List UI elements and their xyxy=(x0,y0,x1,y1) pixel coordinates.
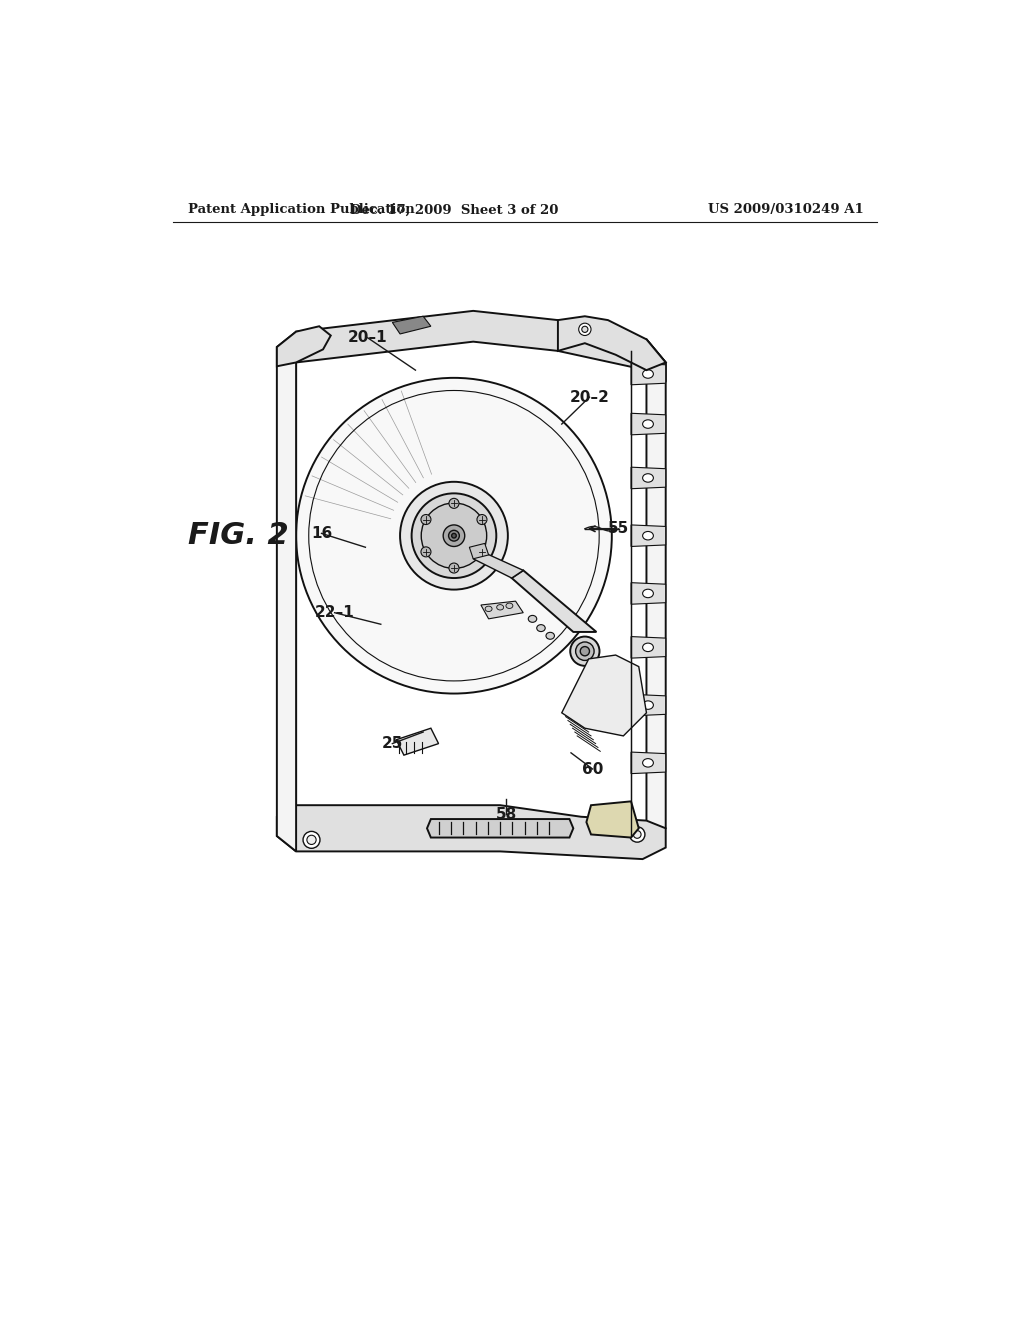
Text: 58: 58 xyxy=(496,807,517,822)
Polygon shape xyxy=(427,818,573,838)
Ellipse shape xyxy=(581,647,590,656)
Polygon shape xyxy=(631,525,666,546)
Polygon shape xyxy=(631,582,666,605)
Polygon shape xyxy=(631,363,666,385)
Ellipse shape xyxy=(643,759,653,767)
Text: FIG. 2: FIG. 2 xyxy=(188,521,289,550)
Ellipse shape xyxy=(443,525,465,546)
Ellipse shape xyxy=(497,605,504,610)
Polygon shape xyxy=(481,601,523,619)
Polygon shape xyxy=(276,326,331,367)
Ellipse shape xyxy=(528,615,537,622)
Text: 16: 16 xyxy=(311,525,332,541)
Ellipse shape xyxy=(643,701,653,709)
Ellipse shape xyxy=(643,420,653,428)
Ellipse shape xyxy=(421,546,431,557)
Polygon shape xyxy=(587,801,639,838)
Ellipse shape xyxy=(485,606,493,611)
Ellipse shape xyxy=(421,503,486,569)
Polygon shape xyxy=(631,413,666,434)
Text: 55: 55 xyxy=(608,521,630,536)
Ellipse shape xyxy=(309,391,599,681)
Ellipse shape xyxy=(570,636,599,665)
Polygon shape xyxy=(276,331,296,851)
Ellipse shape xyxy=(449,499,459,508)
Ellipse shape xyxy=(643,474,653,482)
Text: US 2009/0310249 A1: US 2009/0310249 A1 xyxy=(708,203,864,216)
Polygon shape xyxy=(396,729,438,755)
Ellipse shape xyxy=(575,642,594,660)
Polygon shape xyxy=(392,317,431,334)
Ellipse shape xyxy=(449,564,459,573)
Ellipse shape xyxy=(634,830,641,838)
Polygon shape xyxy=(276,805,666,859)
Ellipse shape xyxy=(582,326,588,333)
Text: Patent Application Publication: Patent Application Publication xyxy=(188,203,415,216)
Text: 20–1: 20–1 xyxy=(348,330,387,346)
Polygon shape xyxy=(646,339,666,847)
Polygon shape xyxy=(473,552,523,578)
Ellipse shape xyxy=(643,370,653,379)
Ellipse shape xyxy=(400,482,508,590)
Ellipse shape xyxy=(579,323,591,335)
Ellipse shape xyxy=(506,603,513,609)
Text: 60: 60 xyxy=(582,762,603,776)
Ellipse shape xyxy=(546,632,554,639)
Ellipse shape xyxy=(452,533,457,539)
Ellipse shape xyxy=(630,826,645,842)
Ellipse shape xyxy=(303,832,319,849)
Polygon shape xyxy=(296,312,666,381)
Polygon shape xyxy=(469,544,488,558)
Ellipse shape xyxy=(477,515,487,524)
Polygon shape xyxy=(631,752,666,774)
Polygon shape xyxy=(631,694,666,715)
Ellipse shape xyxy=(307,836,316,845)
Ellipse shape xyxy=(537,624,545,631)
Ellipse shape xyxy=(296,378,611,693)
Polygon shape xyxy=(562,655,646,737)
Polygon shape xyxy=(631,636,666,659)
Ellipse shape xyxy=(643,589,653,598)
Polygon shape xyxy=(512,570,596,632)
Text: 25: 25 xyxy=(382,737,403,751)
Ellipse shape xyxy=(421,515,431,524)
Polygon shape xyxy=(631,467,666,488)
Ellipse shape xyxy=(449,531,460,541)
Ellipse shape xyxy=(412,494,497,578)
Polygon shape xyxy=(558,317,666,370)
Text: Dec. 17, 2009  Sheet 3 of 20: Dec. 17, 2009 Sheet 3 of 20 xyxy=(350,203,558,216)
Ellipse shape xyxy=(477,546,487,557)
Ellipse shape xyxy=(643,532,653,540)
Ellipse shape xyxy=(643,643,653,652)
Text: 22–1: 22–1 xyxy=(314,605,354,620)
Text: 20–2: 20–2 xyxy=(569,389,609,405)
